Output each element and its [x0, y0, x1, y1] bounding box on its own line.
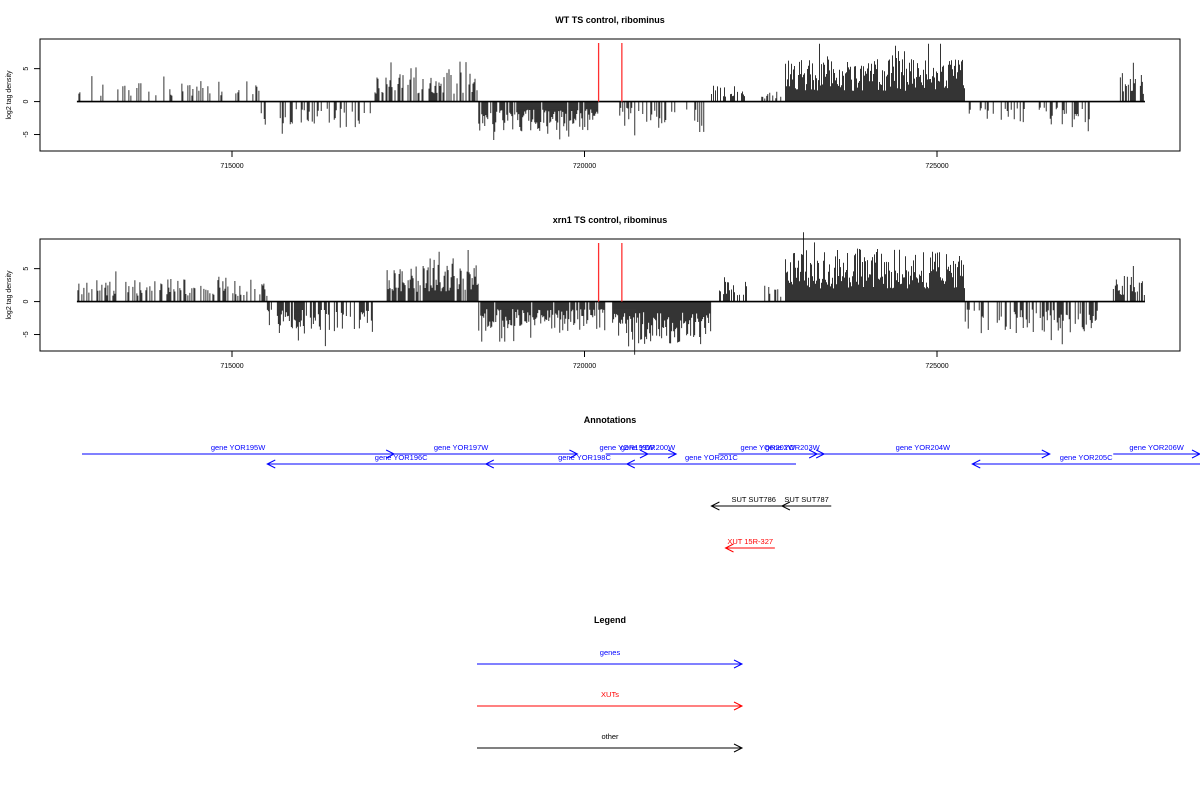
arrow-head: [733, 659, 744, 669]
feature-gene-yor195w: gene YOR195W: [82, 443, 396, 459]
arrow-head: [625, 459, 636, 469]
feature-label: gene YOR202W: [741, 443, 796, 452]
track-wt-panel: WT TS control, ribominus log2 tag densit…: [6, 15, 1181, 170]
y-tick-label: -5: [23, 331, 30, 337]
y-tick-label: 5: [23, 267, 30, 271]
y-axis-label: log2 tag density: [6, 70, 13, 120]
feature-label: gene YOR195W: [211, 443, 266, 452]
feature-label: SUT SUT786: [731, 495, 775, 504]
y-axis-ticks: -5 0 5: [23, 267, 40, 338]
y-tick-label: 0: [23, 300, 30, 304]
feature-gene-yor206w: gene YOR206W: [1113, 443, 1200, 459]
y-tick-label: 5: [23, 67, 30, 71]
feature-gene-yor196c: gene YOR196C: [266, 453, 536, 469]
arrow-head: [266, 459, 276, 469]
region-markers: [597, 43, 623, 102]
legend-panel: Legend genes XUTs other: [477, 615, 744, 753]
legend-label: genes: [600, 648, 621, 657]
legend-label: XUTs: [601, 690, 619, 699]
arrow-head: [710, 501, 720, 511]
x-tick-label: 715000: [220, 163, 243, 170]
feature-gene-yor204w: gene YOR204W: [796, 443, 1051, 459]
feature-label: gene YOR206W: [1129, 443, 1184, 452]
feature-list: gene YOR195W gene YOR196C gene YOR197W gene…: [82, 443, 1200, 553]
legend-item-genes: genes: [477, 648, 744, 669]
feature-xut-15r-327: XUT 15R-327: [724, 537, 775, 553]
arrow-head: [667, 449, 678, 459]
arrow-head: [1041, 449, 1051, 459]
x-axis-ticks: 715000 720000 725000: [220, 151, 949, 170]
feature-label: gene YOR198C: [558, 453, 611, 462]
legend-item-other: other: [477, 732, 744, 753]
feature-gene-yor197w: gene YOR197W: [344, 443, 579, 459]
arrow-head: [569, 449, 579, 459]
x-axis-ticks: 715000 720000 725000: [220, 351, 949, 370]
x-tick-label: 725000: [925, 163, 948, 170]
feature-label: gene YOR201C: [685, 453, 738, 462]
arrow-head: [780, 501, 791, 511]
feature-label: XUT 15R-327: [727, 537, 773, 546]
tag-density-bars: [77, 232, 1145, 355]
arrow-head: [1191, 449, 1200, 459]
legend-title: Legend: [594, 615, 626, 625]
feature-gene-yor198c: gene YOR198C: [484, 453, 684, 469]
feature-label: gene YOR199W: [600, 443, 655, 452]
feature-sut-sut787: SUT SUT787: [780, 495, 832, 511]
legend-item-xuts: XUTs: [477, 690, 744, 711]
feature-label: gene YOR197W: [434, 443, 489, 452]
x-tick-label: 715000: [220, 363, 243, 370]
plot-frame: [39, 38, 1181, 152]
signal-bars: [76, 232, 1145, 355]
feature-label: SUT SUT787: [784, 495, 828, 504]
region-markers: [597, 243, 623, 302]
x-tick-label: 720000: [573, 163, 596, 170]
feature-gene-yor200w: gene YOR200W: [619, 443, 678, 459]
feature-label: gene YOR204W: [896, 443, 951, 452]
plot-frame: [39, 238, 1181, 352]
y-tick-label: -5: [23, 131, 30, 137]
track-title: xrn1 TS control, ribominus: [553, 215, 668, 225]
feature-sut-sut786: SUT SUT786: [710, 495, 796, 511]
feature-label: gene YOR200W: [621, 443, 676, 452]
x-tick-label: 720000: [573, 363, 596, 370]
feature-label: gene YOR205C: [1060, 453, 1113, 462]
legend-label: other: [601, 732, 619, 741]
x-tick-label: 725000: [925, 363, 948, 370]
legend-items: genes XUTs other: [477, 648, 744, 753]
y-tick-label: 0: [23, 100, 30, 104]
tag-density-bars: [78, 43, 1144, 140]
y-axis-label: log2 tag density: [6, 270, 13, 320]
annotations-title: Annotations: [584, 415, 637, 425]
arrow-head: [971, 459, 981, 469]
feature-label: gene YOR196C: [375, 453, 428, 462]
y-axis-ticks: -5 0 5: [23, 67, 40, 138]
arrow-head: [733, 701, 744, 711]
track-title: WT TS control, ribominus: [555, 15, 665, 25]
arrow-head: [484, 459, 495, 469]
signal-bars: [76, 43, 1145, 140]
feature-gene-yor205c: gene YOR205C: [971, 453, 1200, 469]
arrow-head: [724, 543, 734, 553]
feature-label: gene YOR203W: [765, 443, 820, 452]
arrow-head: [733, 743, 744, 753]
feature-gene-yor201c: gene YOR201C: [625, 453, 796, 469]
track-xrn1-panel: xrn1 TS control, ribominus log2 tag dens…: [6, 215, 1181, 370]
